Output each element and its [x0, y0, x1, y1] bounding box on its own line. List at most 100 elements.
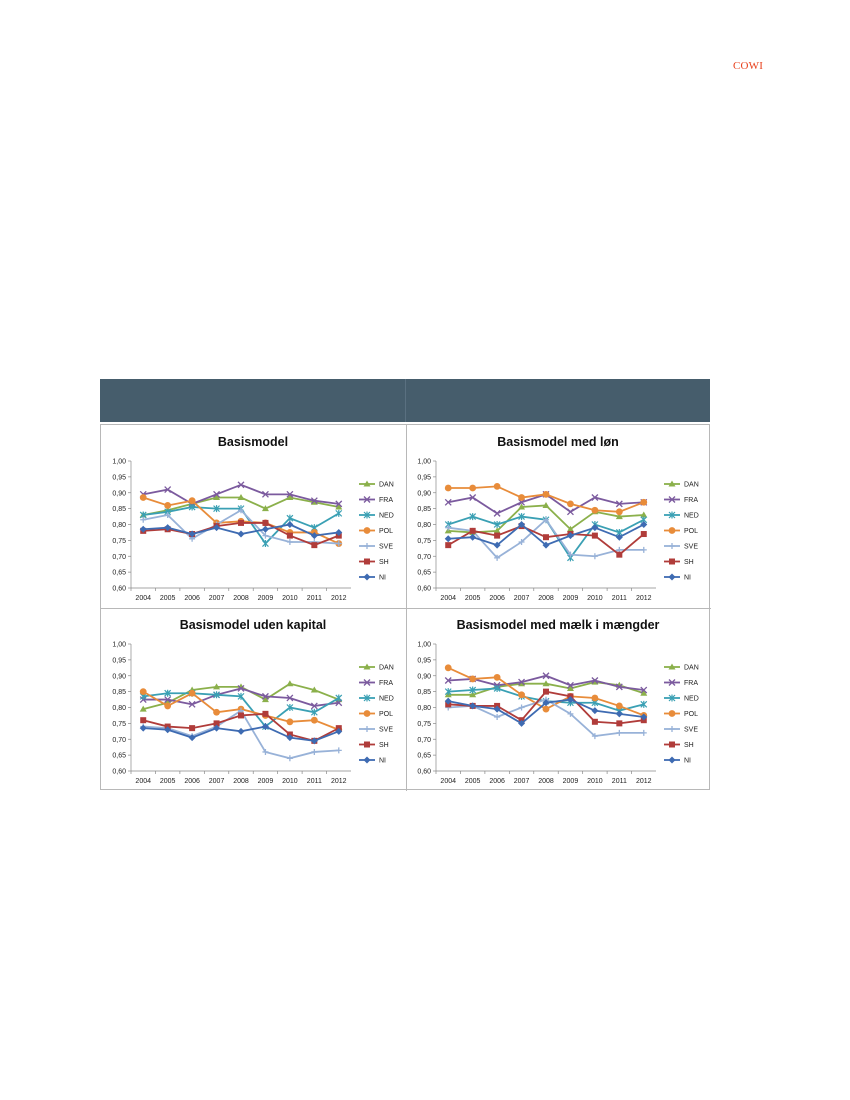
- data-point: [566, 696, 574, 704]
- legend-marker: [363, 573, 371, 581]
- data-point: [518, 513, 525, 521]
- data-point: [616, 551, 623, 558]
- chart-title: Basismodel uden kapital: [180, 618, 327, 632]
- data-point: [139, 724, 147, 732]
- chart-svg: Basismodel uden kapital 0,60 0,65 0,70 0,75 0…: [112, 618, 394, 785]
- data-point: [164, 524, 172, 532]
- data-point: [615, 508, 623, 516]
- data-point: [286, 694, 294, 702]
- legend-marker: [668, 663, 676, 670]
- data-point: [591, 553, 598, 560]
- data-point: [566, 684, 574, 691]
- legend-marker: [668, 679, 676, 686]
- data-point: [237, 684, 245, 692]
- y-tick-label: 0,65: [417, 570, 431, 577]
- data-point: [335, 727, 343, 735]
- data-point: [213, 490, 221, 498]
- y-tick-label: 0,70: [417, 737, 431, 744]
- data-point: [238, 712, 244, 719]
- data-point: [494, 532, 501, 539]
- data-point: [261, 490, 269, 498]
- data-point: [261, 692, 269, 700]
- y-tick-label: 0,60: [112, 586, 126, 593]
- data-point: [567, 500, 574, 508]
- legend-marker: [364, 741, 370, 748]
- data-point: [542, 705, 550, 713]
- y-tick-label: 0,70: [112, 737, 126, 744]
- y-tick-label: 0,70: [112, 554, 126, 561]
- x-tick-label: 2007: [514, 778, 530, 785]
- chart-panel-basismodel-med-loen: Basismodel med løn 0,60 0,65 0,70 0,75 0,80 0,…: [406, 425, 711, 608]
- x-tick-label: 2012: [331, 778, 347, 785]
- x-tick-label: 2006: [489, 778, 505, 785]
- legend-label: SVE: [684, 544, 698, 551]
- data-point: [213, 708, 220, 716]
- data-point: [310, 686, 318, 693]
- data-point: [616, 729, 623, 736]
- legend-marker: [668, 710, 676, 717]
- data-point: [261, 696, 269, 703]
- data-point: [640, 531, 647, 538]
- legend-marker: [364, 558, 370, 565]
- data-point: [445, 524, 452, 531]
- y-tick-label: 1,00: [417, 459, 431, 466]
- legend-label: POL: [684, 528, 698, 535]
- data-point: [615, 533, 623, 541]
- data-point: [640, 689, 648, 696]
- data-point: [543, 688, 549, 695]
- legend-marker: [363, 527, 371, 534]
- data-point: [286, 718, 294, 726]
- legend-marker: [363, 663, 371, 670]
- series-pol: [444, 483, 648, 516]
- data-point: [542, 699, 550, 707]
- data-point: [286, 490, 294, 498]
- data-point: [518, 678, 526, 686]
- data-point: [444, 677, 452, 684]
- data-point: [188, 530, 196, 538]
- y-tick-label: 0,75: [417, 721, 431, 728]
- data-point: [444, 697, 452, 705]
- data-point: [444, 498, 452, 506]
- data-point: [566, 508, 574, 516]
- legend-label: POL: [379, 711, 393, 718]
- data-point: [591, 506, 599, 514]
- data-point: [286, 755, 293, 762]
- legend-label: SVE: [379, 544, 393, 551]
- data-point: [567, 551, 574, 558]
- data-point: [444, 535, 452, 543]
- data-point: [469, 691, 477, 698]
- data-point: [591, 524, 599, 532]
- data-point: [139, 525, 147, 533]
- x-tick-label: 2004: [135, 595, 151, 602]
- data-point: [237, 692, 245, 700]
- data-point: [518, 691, 525, 699]
- data-point: [237, 530, 245, 538]
- y-tick-label: 0,80: [417, 522, 431, 529]
- company-logo: COWI: [733, 60, 764, 72]
- data-point: [286, 514, 294, 522]
- data-point: [640, 686, 648, 694]
- x-tick-label: 2009: [258, 595, 274, 602]
- x-tick-label: 2005: [160, 595, 176, 602]
- data-point: [615, 513, 623, 520]
- data-point: [286, 734, 294, 742]
- legend-label: SVE: [684, 727, 698, 734]
- data-point: [493, 684, 501, 692]
- data-point: [615, 500, 623, 508]
- data-point: [493, 541, 501, 549]
- series-fra: [139, 481, 343, 508]
- legend-label: POL: [684, 711, 698, 718]
- data-point: [615, 702, 623, 710]
- data-point: [518, 521, 526, 528]
- data-point: [262, 710, 269, 717]
- data-point: [335, 528, 343, 536]
- data-point: [262, 519, 269, 526]
- data-point: [139, 688, 147, 696]
- data-point: [543, 516, 549, 523]
- legend-marker: [363, 694, 371, 702]
- chart-svg: Basismodel 0,60 0,65 0,70 0,75 0,80 0,85 0,90 0,…: [112, 435, 393, 602]
- y-tick-label: 0,75: [112, 538, 126, 545]
- data-point: [262, 748, 269, 755]
- legend-marker: [668, 496, 676, 503]
- legend-label: DAN: [379, 665, 394, 672]
